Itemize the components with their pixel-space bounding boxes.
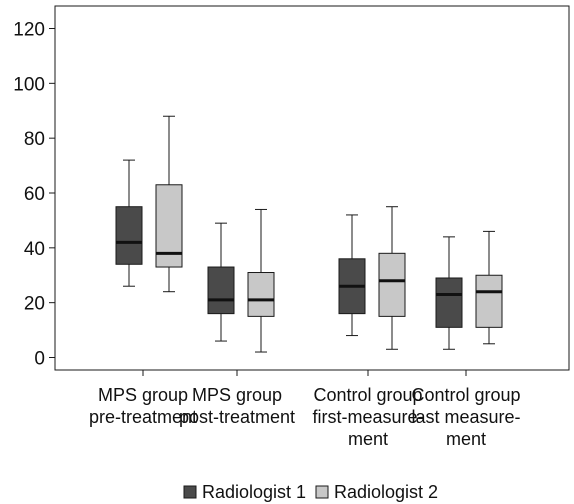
x-category-label: first-measure-: [312, 407, 423, 427]
box-1-3: [338, 214, 366, 337]
x-category-label: Control group: [313, 385, 422, 405]
box-2-3: [378, 206, 406, 350]
box-2-2: [247, 208, 275, 353]
iqr-box: [115, 206, 143, 265]
iqr-box: [247, 272, 275, 317]
x-category-label: MPS group: [192, 385, 282, 405]
y-tick-label: 40: [24, 239, 45, 260]
iqr-box: [378, 252, 406, 317]
legend-label: Radiologist 2: [334, 482, 438, 502]
iqr-box: [475, 274, 503, 328]
box-1-4: [435, 236, 463, 350]
box-1-2: [207, 222, 235, 342]
legend-swatch: [315, 485, 329, 499]
box-2-1: [155, 115, 183, 293]
legend-swatch: [183, 485, 197, 499]
iqr-box: [207, 266, 235, 315]
x-category-label: MPS group: [98, 385, 188, 405]
plot-area-frame: [54, 5, 570, 371]
box-2-4: [475, 230, 503, 345]
y-tick-label: 60: [24, 184, 45, 205]
legend-label: Radiologist 1: [202, 482, 306, 502]
y-axis: 0 20 40 60 80 100 120: [13, 20, 55, 370]
x-category-label: Control group: [411, 385, 520, 405]
x-category-label: ment: [446, 429, 486, 449]
box-1-1: [115, 159, 143, 287]
x-category-label: pre-treatment: [89, 407, 197, 427]
x-category-label: ment: [348, 429, 388, 449]
legend: Radiologist 1 Radiologist 2: [183, 482, 438, 502]
y-tick-label: 80: [24, 129, 45, 150]
x-category-label: last measure-: [411, 407, 520, 427]
y-tick-label: 20: [24, 294, 45, 315]
boxes: [115, 115, 503, 353]
iqr-box: [435, 277, 463, 328]
y-tick-label: 0: [34, 349, 45, 370]
y-tick-label: 100: [13, 74, 45, 95]
y-tick-label: 120: [13, 20, 45, 41]
x-category-label: post-treatment: [179, 407, 295, 427]
